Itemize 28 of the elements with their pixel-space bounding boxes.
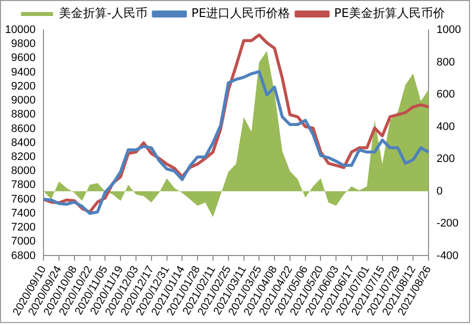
y2-tick-label: 600	[436, 88, 455, 101]
y-tick-label: 9400	[11, 66, 36, 78]
y-tick-label: 9800	[11, 38, 36, 50]
y-tick-label: 9600	[11, 52, 36, 64]
y2-tick-label: 1000	[436, 24, 462, 36]
legend-label: PE进口人民币价格	[191, 6, 290, 20]
y2-tick-label: 800	[436, 56, 455, 68]
y-tick-label: 6800	[11, 250, 36, 262]
y2-tick-label: -200	[436, 218, 459, 230]
legend-label: PE美金折算人民币价	[334, 6, 445, 20]
y-tick-label: 7600	[11, 193, 36, 206]
y-tick-label: 7800	[11, 179, 36, 192]
y-tick-label: 8200	[11, 151, 36, 163]
y2-tick-label: 400	[436, 120, 455, 133]
y2-tick-label: 200	[436, 153, 455, 166]
y-tick-label: 7000	[11, 236, 36, 248]
y-tick-label: 7200	[11, 222, 36, 234]
y2-tick-label: 0	[436, 185, 443, 198]
y-tick-label: 8600	[11, 122, 36, 135]
y-tick-label: 8000	[11, 165, 36, 178]
y-tick-label: 10000	[4, 24, 36, 36]
y-tick-label: 7400	[11, 207, 36, 220]
legend-label: 美金折算-人民币	[59, 6, 148, 20]
y2-tick-label: -400	[436, 250, 459, 262]
y-tick-label: 8400	[11, 136, 36, 149]
y-tick-label: 9200	[11, 80, 36, 92]
y-tick-label: 9000	[11, 94, 36, 107]
y-tick-label: 8800	[11, 108, 36, 121]
